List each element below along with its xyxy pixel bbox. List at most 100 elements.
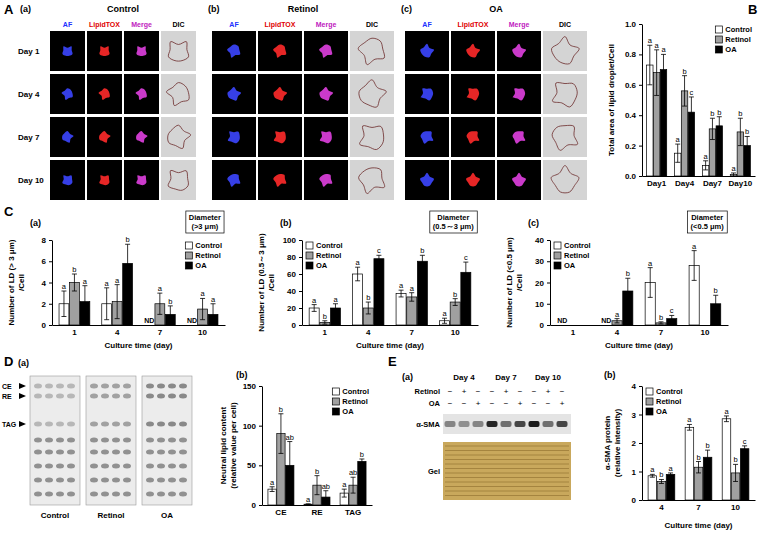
row-label: Day 1 [18,47,40,56]
tlc-spot [112,438,120,443]
panel-title: Control [107,4,139,14]
legend-swatch [715,36,722,43]
y-axis-title: (relative intensity) [613,408,622,477]
x-tick: TAG [345,505,361,517]
bar [417,261,427,325]
legend-swatch [554,262,561,269]
image-background [405,117,449,157]
y-tick: 2 [632,439,642,448]
tlc-spot [179,394,187,399]
error-bar [463,262,468,282]
error-bar [211,304,216,325]
tlc-plate [86,376,136,505]
tlc-spot [179,422,187,427]
x-tick-label: 10 [731,503,740,512]
x-tick-label: 7 [659,328,664,337]
cell-signal [421,88,433,100]
y-tick-mark [639,24,642,25]
cell-outline [551,166,579,193]
significance-letter: ab [349,468,357,477]
bar [666,474,675,500]
error-bar-line [627,278,628,304]
error-bar-cap [615,322,620,323]
tlc-spot [101,384,109,389]
blot-band [529,421,540,427]
treatment-sign: + [504,387,509,396]
significance-letter: a [356,258,361,267]
significance-letter: b [659,313,663,322]
annotation-frame [430,211,477,233]
y-tick-mark [299,291,302,292]
tlc-spot [123,450,131,455]
y-tick-label: 0.6 [625,81,637,90]
error-bar-cap [200,319,205,320]
cell-signal [273,45,286,58]
significance-letter: a [115,276,120,285]
treatment-sign: − [490,399,495,408]
cell-signal [227,45,240,58]
y-axis-title: /Cell [17,274,26,291]
micrograph-image [161,74,196,114]
legend-swatch [554,252,561,259]
error-bar [742,446,747,452]
error-bar-cap [342,497,347,498]
cell-signal [228,131,240,143]
significance-letter: b [366,293,370,302]
cell-signal [466,173,480,187]
channel-label: AF [422,21,432,28]
micrograph-image [350,74,394,114]
blot-band [557,421,568,427]
legend-item: Retinol [715,35,750,44]
error-bar-cap [82,317,87,318]
tlc-spot [56,464,64,469]
error-bar-cap [333,312,338,313]
legend-item: Retinol [554,251,589,260]
x-tick-label: 7 [410,328,415,337]
error-bar-line [170,306,171,323]
significance-letter: a [676,135,681,144]
micrograph-image [405,74,449,114]
y-tick-label: 4 [42,279,47,288]
tlc-spot [56,422,64,427]
y-tick: 50 [247,461,262,470]
blot-band [445,421,456,427]
tlc-spot [168,438,176,443]
error-bar-line [671,315,672,321]
micrograph-image [451,117,495,157]
y-tick: 0.8 [625,50,642,59]
tlc-spot [67,478,75,483]
tlc-spot [179,450,187,455]
cell-signal [466,44,480,58]
plot-marks [59,244,218,325]
error-bar-line [272,487,273,492]
tlc-spot [56,394,64,399]
y-tick-label: 30 [535,257,544,266]
error-bar-line [656,50,657,96]
cell-signal [420,173,434,187]
x-tick: 1 [571,325,576,337]
tlc-spot [146,394,154,399]
bar [450,302,460,325]
y-tick: 100 [283,236,302,245]
y-tick-mark [639,85,642,86]
bar [358,461,366,505]
y-tick-label: 50 [247,461,256,470]
blot-band [473,421,484,427]
significance-letter: a [158,284,163,293]
significance-letter: b [682,67,686,76]
tlc-spot [34,492,42,497]
legend-item: Retinol [306,251,341,260]
micrograph-image [497,31,541,71]
bar [268,489,276,505]
error-bar-cap [453,305,458,306]
tlc-spot [112,394,120,399]
tlc-spot [90,478,98,483]
x-tick: 4 [115,325,120,337]
legend-item: OA [332,407,354,416]
gel-image [443,442,571,500]
treatment-sign: − [476,387,481,396]
x-tick-label: 10 [451,328,460,337]
error-bar-cap [463,282,468,283]
tlc-spot [112,384,120,389]
image-background [50,31,85,71]
